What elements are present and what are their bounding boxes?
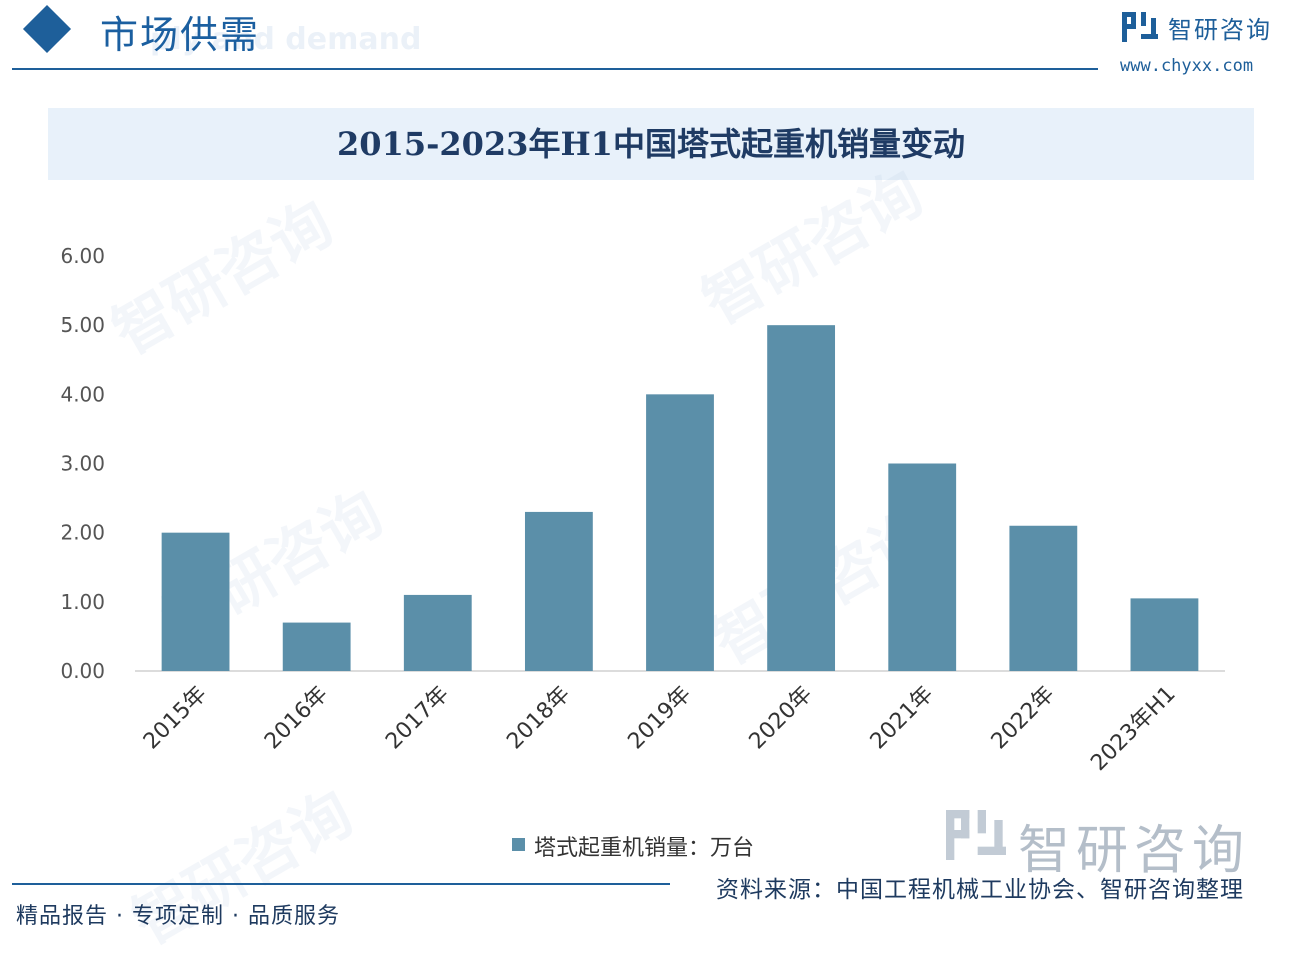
y-tick-label: 2.00: [60, 521, 105, 545]
bar: [524, 511, 593, 671]
footer-divider: [12, 883, 670, 885]
bar: [403, 594, 472, 671]
bar: [767, 325, 836, 671]
brand-url[interactable]: www.chyxx.com: [1120, 56, 1254, 76]
y-tick-label: 5.00: [60, 313, 105, 337]
legend-swatch: [512, 838, 525, 851]
y-tick-label: 1.00: [60, 590, 105, 614]
bar: [161, 532, 230, 671]
footer-tagline: 精品报告 · 专项定制 · 品质服务: [16, 904, 340, 929]
x-tick-label: 2022年: [987, 682, 1060, 755]
section-diamond-icon: [22, 4, 72, 54]
bar: [1009, 525, 1078, 671]
legend-label: 塔式起重机销量：万台: [534, 836, 755, 861]
header: ply and demand 市场供需 智研咨询 www.chyxx.com: [0, 0, 1312, 80]
brand-watermark-name: 智研咨询: [1018, 821, 1251, 881]
y-tick-label: 3.00: [60, 452, 105, 476]
section-title: 市场供需: [100, 13, 261, 57]
chart-title: 2015-2023年H1中国塔式起重机销量变动: [337, 125, 965, 163]
bar: [888, 463, 957, 671]
chart-title-band: [48, 108, 1254, 180]
y-tick-label: 0.00: [60, 659, 105, 683]
bar: [282, 622, 351, 671]
x-tick-label: 2019年: [623, 682, 696, 755]
x-tick-label: 2020年: [745, 682, 818, 755]
header-divider: [12, 68, 1098, 70]
x-tick-label: 2015年: [139, 682, 212, 755]
x-tick-label: 2023年H1: [1086, 682, 1180, 776]
x-tick-label: 2016年: [260, 682, 333, 755]
bar: [1130, 598, 1199, 671]
bar: [646, 394, 714, 671]
x-tick-label: 2021年: [866, 682, 939, 755]
section-subtitle: ply and demand: [150, 22, 422, 57]
x-tick-label: 2017年: [381, 682, 454, 755]
x-tick-label: 2018年: [502, 682, 575, 755]
y-tick-label: 6.00: [60, 244, 105, 268]
brand-name: 智研咨询: [1168, 16, 1272, 44]
y-tick-label: 4.00: [60, 382, 105, 406]
footer-source: 资料来源：中国工程机械工业协会、智研咨询整理: [716, 877, 1244, 903]
bar-chart: 0.00 1.00 2.00 3.00 4.00 5.00 6.00 2015年 2016年 20…: [60, 244, 1225, 776]
brand-logo-icon: [1122, 12, 1158, 42]
brand-watermark-logo-icon: [946, 810, 1006, 860]
